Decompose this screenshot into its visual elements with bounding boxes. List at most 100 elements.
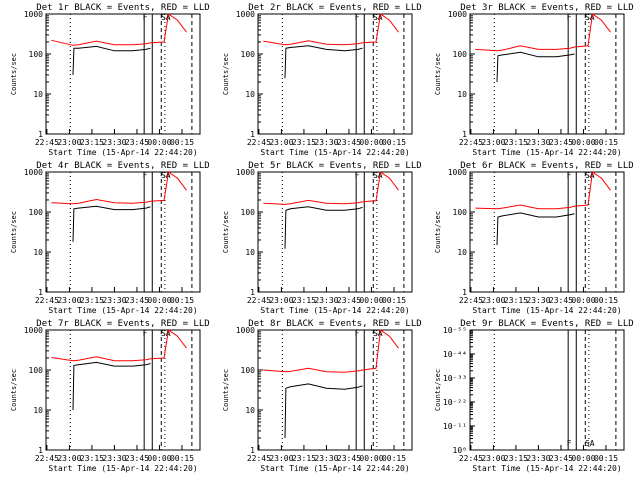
y-axis-label: Counts/sec: [10, 369, 18, 411]
x-tick-label: 22:45: [459, 454, 483, 463]
series-events: [284, 383, 363, 439]
y-axis-label: Counts/sec: [222, 53, 230, 95]
marker-sa: SA: [161, 329, 171, 338]
panel-title: Det 3r BLACK = Events, RED = LLD: [460, 3, 633, 13]
y-tick-label: 1: [250, 288, 255, 297]
x-tick-label: 00:00: [571, 454, 595, 463]
marker-sa: SA: [161, 13, 171, 22]
y-tick-label: 1: [250, 446, 255, 455]
x-axis-label: Start Time (15-Apr-14 22:44:20): [260, 464, 409, 473]
x-tick-label: 00:00: [147, 296, 171, 305]
x-tick-label: 23:15: [504, 454, 528, 463]
x-tick-label: 23:45: [125, 454, 149, 463]
x-tick-label: 22:45: [35, 296, 59, 305]
x-tick-label: 23:45: [337, 454, 361, 463]
y-tick-label: 10⁻⁴⁴: [443, 350, 467, 359]
x-tick-label: 23:45: [125, 296, 149, 305]
series-lld: [51, 171, 187, 205]
x-axis-label: Start Time (15-Apr-14 22:44:20): [48, 148, 197, 157]
x-tick-label: 23:45: [549, 138, 573, 147]
y-tick-label: 10: [457, 248, 467, 257]
y-tick-label: 100: [241, 366, 256, 375]
y-tick-label: 1: [462, 288, 467, 297]
x-tick-label: 00:00: [359, 138, 383, 147]
marker-sa: SA: [161, 171, 171, 180]
marker-f: F: [567, 439, 572, 448]
y-tick-label: 100: [453, 50, 468, 59]
x-tick-label: 22:45: [459, 296, 483, 305]
y-tick-label: 10⁻⁵⁵: [443, 326, 467, 335]
x-tick-label: 23:00: [481, 454, 505, 463]
x-tick-label: 00:00: [571, 138, 595, 147]
x-tick-label: 22:45: [247, 454, 271, 463]
panel-title: Det 7r BLACK = Events, RED = LLD: [36, 319, 209, 329]
x-tick-label: 23:30: [526, 296, 550, 305]
x-tick-label: 23:30: [102, 296, 126, 305]
x-axis-label: Start Time (15-Apr-14 22:44:20): [472, 148, 621, 157]
x-axis-label: Start Time (15-Apr-14 22:44:20): [48, 464, 197, 473]
marker-f: F: [143, 171, 148, 180]
y-axis-label: Counts/sec: [434, 53, 442, 95]
x-axis-label: Start Time (15-Apr-14 22:44:20): [260, 148, 409, 157]
x-axis-label: Start Time (15-Apr-14 22:44:20): [260, 306, 409, 315]
x-tick-label: 23:30: [314, 454, 338, 463]
marker-f: F: [355, 13, 360, 22]
x-tick-label: 23:15: [504, 296, 528, 305]
y-axis-label: Counts/sec: [434, 211, 442, 253]
x-tick-label: 23:00: [57, 138, 81, 147]
y-tick-label: 100: [241, 50, 256, 59]
y-axis-label: Counts/sec: [222, 369, 230, 411]
y-tick-label: 1000: [448, 10, 467, 19]
series-events: [72, 361, 151, 411]
series-lld: [475, 13, 611, 52]
x-tick-label: 22:45: [459, 138, 483, 147]
marker-sa: SA: [585, 13, 595, 22]
y-tick-label: 1: [38, 446, 43, 455]
marker-f: F: [143, 329, 148, 338]
marker-f: F: [355, 329, 360, 338]
series-lld: [263, 171, 399, 205]
x-tick-label: 23:00: [481, 296, 505, 305]
series-events: [496, 51, 575, 83]
y-axis-label: Counts/sec: [10, 53, 18, 95]
x-tick-label: 00:15: [594, 138, 618, 147]
plot-frame: [257, 13, 413, 135]
y-tick-label: 10: [33, 90, 43, 99]
x-tick-label: 23:00: [269, 138, 293, 147]
panel-det-2: Det 2r BLACK = Events, RED = LLD 1 10 100 10…: [222, 3, 422, 157]
series-lld: [263, 13, 399, 46]
marker-sa: SA: [373, 329, 383, 338]
y-tick-label: 1000: [236, 10, 255, 19]
panel-title: Det 6r BLACK = Events, RED = LLD: [460, 161, 633, 171]
series-events: [284, 45, 363, 79]
x-tick-label: 23:00: [57, 296, 81, 305]
x-tick-label: 23:00: [269, 454, 293, 463]
y-tick-label: 100: [241, 208, 256, 217]
y-axis-label: Counts/sec: [222, 211, 230, 253]
y-tick-label: 10⁻³³: [443, 374, 467, 383]
y-tick-label: 10⁻²²: [443, 398, 467, 407]
x-tick-label: 23:15: [292, 454, 316, 463]
marker-f: F: [567, 171, 572, 180]
plot-frame: [469, 13, 625, 135]
x-tick-label: 23:00: [481, 138, 505, 147]
marker-f: F: [143, 13, 148, 22]
x-tick-label: 23:30: [526, 454, 550, 463]
plot-frame: [257, 171, 413, 293]
x-tick-label: 00:00: [147, 454, 171, 463]
y-tick-label: 10: [245, 90, 255, 99]
x-tick-label: 23:45: [549, 454, 573, 463]
y-tick-label: 100: [29, 366, 44, 375]
y-tick-label: 10: [33, 406, 43, 415]
series-events: [496, 212, 575, 246]
y-tick-label: 1000: [236, 326, 255, 335]
y-axis-label: Counts/sec: [434, 369, 442, 411]
series-lld: [51, 329, 187, 362]
x-tick-label: 22:45: [35, 454, 59, 463]
x-tick-label: 00:15: [170, 296, 194, 305]
plot-frame: [45, 13, 201, 135]
x-tick-label: 23:30: [102, 454, 126, 463]
x-tick-label: 00:15: [594, 296, 618, 305]
marker-sa: SA: [585, 171, 595, 180]
panel-det-6: Det 6r BLACK = Events, RED = LLD 1 10 100 10…: [434, 161, 634, 315]
